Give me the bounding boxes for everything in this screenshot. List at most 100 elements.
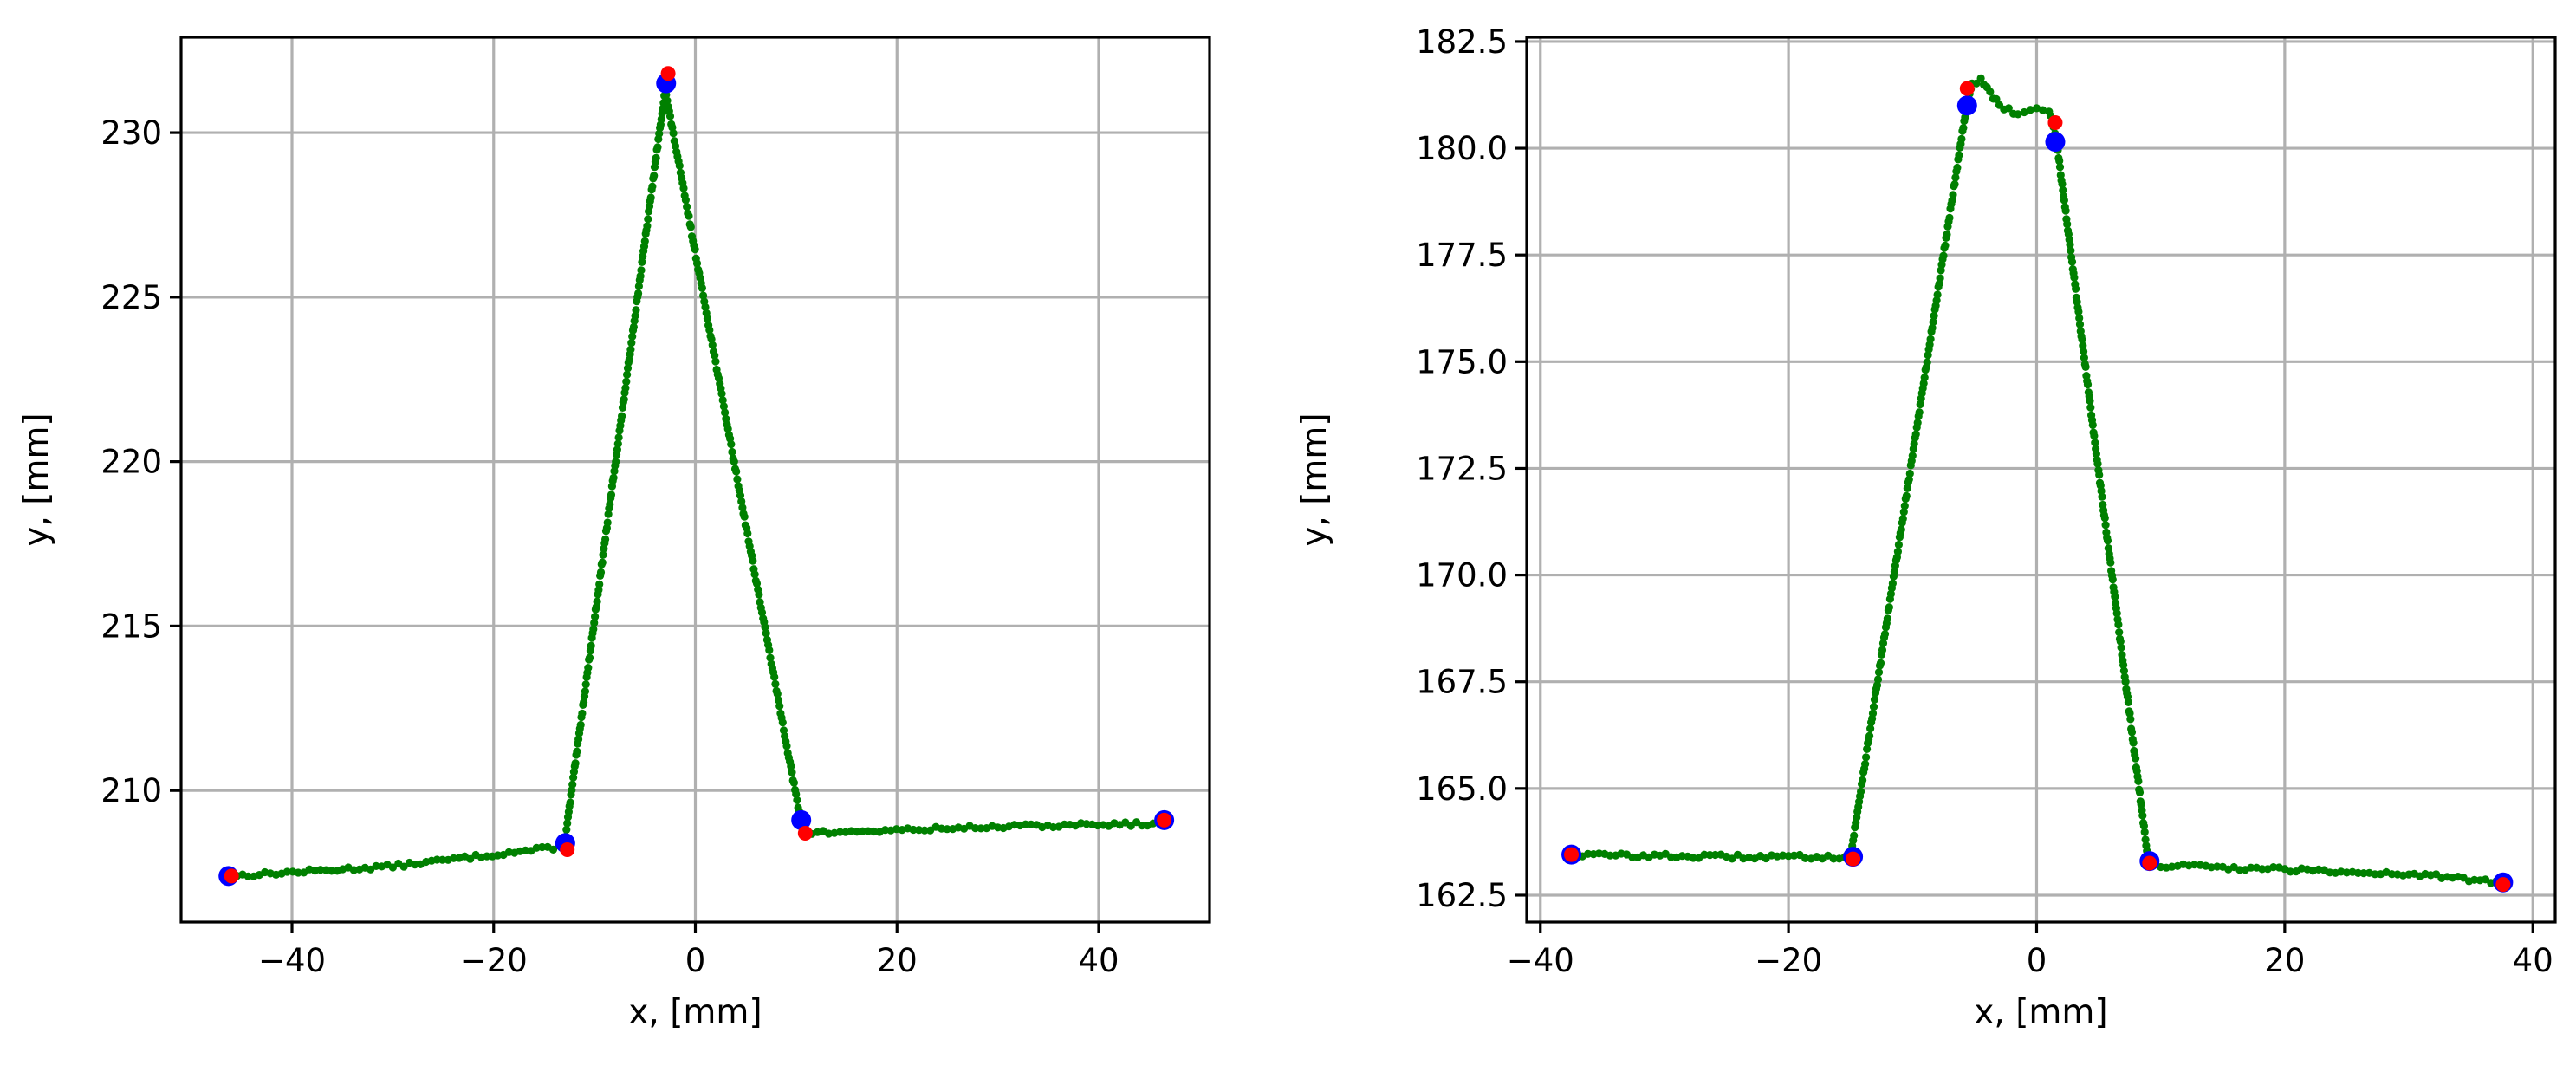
profile-point bbox=[750, 570, 759, 579]
profile-point bbox=[683, 202, 691, 211]
profile-point bbox=[585, 653, 594, 662]
profile-point bbox=[869, 827, 879, 836]
y-tick-label: 180.0 bbox=[1416, 130, 1508, 167]
profile-point bbox=[2134, 776, 2143, 786]
profile-point bbox=[1957, 134, 1966, 143]
profile-point bbox=[788, 768, 796, 776]
profile-point bbox=[1897, 525, 1905, 534]
profile-point bbox=[1902, 491, 1911, 501]
profile-point bbox=[1920, 374, 1929, 382]
profile-point bbox=[563, 819, 572, 828]
profile-point bbox=[2126, 715, 2135, 724]
profile-point bbox=[637, 266, 646, 275]
profile-point bbox=[717, 389, 726, 398]
x-tick-label: 0 bbox=[2027, 942, 2047, 979]
profile-point bbox=[1888, 579, 1897, 588]
profile-point bbox=[438, 855, 447, 864]
profile-point bbox=[718, 396, 727, 405]
y-tick-label: 165.0 bbox=[1416, 770, 1508, 808]
profile-point bbox=[1939, 251, 1948, 260]
profile-point bbox=[1894, 540, 1903, 549]
profile-point bbox=[686, 223, 695, 231]
profile-point bbox=[606, 500, 614, 509]
profile-point bbox=[1829, 854, 1838, 863]
profile-point bbox=[2075, 320, 2085, 328]
profile-point bbox=[626, 345, 635, 354]
profile-point bbox=[2055, 157, 2064, 166]
right-chart: −40 −20 0 20 40 162.5 165.0 167.5 170.0 172.5 175.… bbox=[1295, 23, 2557, 1032]
profile-point bbox=[596, 568, 606, 577]
profile-point bbox=[2127, 728, 2137, 737]
profile-point bbox=[1893, 547, 1902, 556]
detected-point bbox=[1846, 851, 1861, 867]
profile-point bbox=[432, 855, 441, 864]
profile-point bbox=[1923, 358, 1931, 367]
profile-point bbox=[1929, 317, 1937, 327]
profile-point bbox=[1870, 695, 1879, 704]
profile-point bbox=[1903, 484, 1911, 493]
profile-point bbox=[1885, 603, 1893, 612]
profile-point bbox=[2091, 439, 2099, 447]
profile-point bbox=[787, 762, 795, 770]
profile-point bbox=[620, 395, 628, 404]
profile-point bbox=[705, 326, 714, 335]
profile-point bbox=[595, 580, 604, 588]
profile-point bbox=[2093, 459, 2102, 468]
fit-point bbox=[2045, 132, 2066, 153]
profile-point bbox=[1910, 439, 1918, 448]
profile-point bbox=[737, 497, 746, 506]
profile-point bbox=[632, 306, 640, 315]
y-axis: 162.5 165.0 167.5 170.0 172.5 175.0 177.5 180.0… bbox=[1416, 23, 1527, 914]
left-chart: −40 −20 0 20 40 210 215 220 225 230 x, [mm] y, [mm] bbox=[17, 36, 1211, 1032]
profile-point bbox=[765, 646, 774, 654]
profile-point bbox=[1941, 241, 1950, 250]
profile-point bbox=[740, 512, 749, 521]
profile-point bbox=[566, 798, 574, 807]
x-tick-label: 20 bbox=[2264, 942, 2305, 979]
profile-point bbox=[2097, 486, 2106, 496]
profile-point bbox=[1908, 452, 1917, 460]
profile-point bbox=[1628, 853, 1637, 861]
profile-point bbox=[1899, 508, 1908, 517]
profile-point bbox=[1022, 820, 1030, 828]
profile-point bbox=[770, 672, 779, 681]
profile-point bbox=[665, 112, 675, 120]
profile-point bbox=[2371, 870, 2379, 879]
profile-point bbox=[2141, 835, 2150, 844]
profile-point bbox=[2139, 822, 2148, 830]
profile-point bbox=[668, 123, 677, 132]
profile-point bbox=[692, 259, 702, 268]
profile-point bbox=[2353, 868, 2363, 878]
profile-point bbox=[589, 625, 598, 633]
profile-point bbox=[294, 868, 302, 877]
profile-point bbox=[728, 447, 736, 457]
profile-point bbox=[733, 475, 742, 484]
profile-point bbox=[627, 339, 636, 348]
profile-point bbox=[593, 597, 601, 606]
profile-point bbox=[2115, 628, 2124, 637]
y-tick-label: 172.5 bbox=[1416, 450, 1508, 487]
profile-point bbox=[1060, 820, 1068, 829]
profile-point bbox=[1953, 163, 1962, 172]
profile-point bbox=[282, 867, 291, 876]
profile-point bbox=[2129, 738, 2138, 747]
profile-point bbox=[646, 193, 655, 202]
profile-point bbox=[2106, 558, 2115, 567]
detected-point bbox=[1157, 812, 1172, 828]
fit-point bbox=[1956, 95, 1977, 116]
profile-point bbox=[2075, 314, 2084, 322]
profile-point bbox=[581, 687, 590, 696]
x-axis-label: x, [mm] bbox=[628, 993, 762, 1032]
profile-point bbox=[762, 629, 770, 638]
profile-point bbox=[1959, 124, 1968, 133]
profile-point bbox=[755, 590, 763, 599]
profile-point bbox=[644, 215, 652, 224]
profile-point bbox=[1873, 675, 1883, 684]
profile-point bbox=[1913, 419, 1922, 427]
profile-point bbox=[1863, 744, 1872, 754]
x-axis-label: x, [mm] bbox=[1974, 993, 2107, 1032]
profile-point bbox=[562, 825, 571, 835]
profile-point bbox=[2235, 866, 2244, 874]
profile-point bbox=[1880, 630, 1890, 639]
profile-point bbox=[2112, 609, 2121, 618]
